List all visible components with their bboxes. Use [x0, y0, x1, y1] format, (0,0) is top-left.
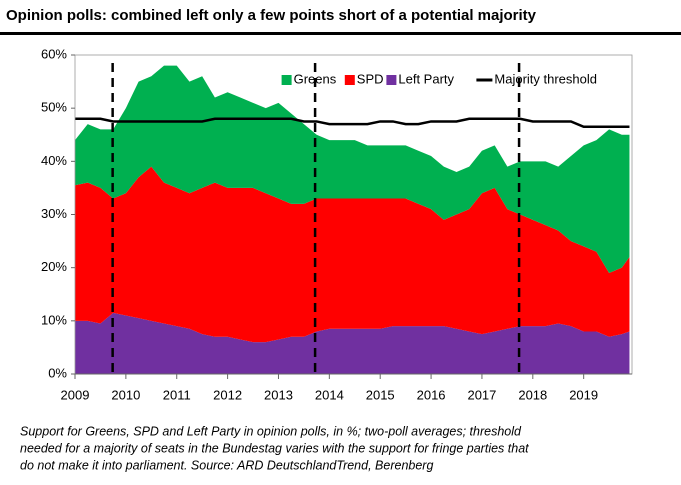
threshold-line	[75, 117, 630, 129]
x-tick-label: 2012	[213, 387, 242, 402]
y-tick-label: 30%	[41, 206, 67, 221]
legend-label: Left Party	[398, 71, 454, 86]
x-tick-label: 2010	[111, 387, 140, 402]
legend-swatch	[344, 75, 355, 85]
footnote: needed for a majority of seats in the Bu…	[20, 441, 529, 455]
x-tick-label: 2019	[569, 387, 598, 402]
legend-label: Majority threshold	[494, 71, 597, 86]
x-tick-label: 2015	[366, 387, 395, 402]
area	[75, 312, 630, 374]
y-tick-label: 10%	[41, 312, 67, 327]
legend-swatch	[281, 75, 292, 85]
footnote: Support for Greens, SPD and Left Party i…	[20, 424, 522, 438]
x-tick-label: 2018	[518, 387, 547, 402]
y-tick-label: 50%	[41, 100, 67, 115]
x-tick-label: 2014	[315, 387, 344, 402]
chart-title: Opinion polls: combined left only a few …	[6, 7, 537, 24]
x-tick-label: 2017	[467, 387, 496, 402]
title-rule	[0, 32, 681, 35]
area	[75, 166, 630, 343]
x-tick-label: 2016	[417, 387, 446, 402]
area	[75, 65, 630, 273]
footnote: do not make it into parliament. Source: …	[20, 458, 433, 472]
y-tick-label: 60%	[41, 46, 67, 61]
y-tick-label: 20%	[41, 259, 67, 274]
legend-swatch	[386, 75, 397, 85]
x-tick-label: 2009	[61, 387, 90, 402]
x-tick-label: 2013	[264, 387, 293, 402]
x-tick-label: 2011	[163, 387, 191, 402]
legend-label: Greens	[294, 71, 337, 86]
y-tick-label: 0%	[48, 365, 67, 380]
y-tick-label: 40%	[41, 153, 67, 168]
legend-label: SPD	[357, 71, 384, 86]
